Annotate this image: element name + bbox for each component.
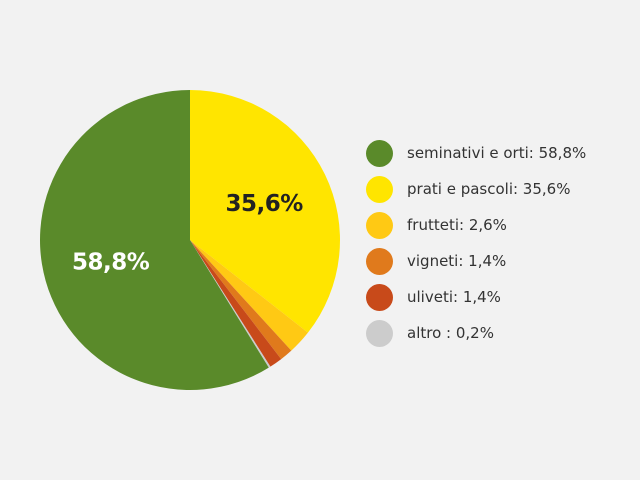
slice-label-seminativi-e-orti: 58,8% (72, 250, 150, 276)
pie-slices (39, 89, 341, 390)
legend: seminativi e orti: 58,8% prati e pascoli:… (366, 135, 586, 351)
legend-swatch (366, 283, 393, 311)
pie-slice-frutteti (190, 240, 308, 351)
pie-slice-prati-e-pascoli (190, 90, 341, 333)
legend-label: vigneti: 1,4% (407, 252, 507, 270)
legend-item: uliveti: 1,4% (366, 279, 586, 315)
legend-item: vigneti: 1,4% (366, 243, 586, 279)
legend-swatch (366, 175, 393, 203)
slice-label-prati-e-pascoli: 35,6% (226, 191, 304, 217)
legend-item: prati e pascoli: 35,6% (366, 171, 586, 207)
legend-swatch (366, 139, 393, 167)
legend-label: altro : 0,2% (407, 324, 494, 342)
pie-slice-uliveti (190, 240, 282, 367)
pie-slice-labels: 58,8% 35,6% (72, 191, 304, 276)
legend-item: altro : 0,2% (366, 315, 586, 351)
pie-chart: 58,8% 35,6% (39, 89, 341, 390)
legend-swatch (366, 247, 393, 275)
legend-swatch (366, 211, 393, 239)
legend-label: frutteti: 2,6% (407, 216, 507, 234)
legend-label: prati e pascoli: 35,6% (407, 180, 571, 198)
legend-swatch (366, 319, 393, 347)
pie-slice-seminativi-e-orti (39, 89, 269, 390)
pie-slice-altro (190, 240, 271, 368)
pie-slice-vigneti (190, 240, 292, 360)
legend-label: seminativi e orti: 58,8% (407, 144, 587, 162)
legend-label: uliveti: 1,4% (407, 288, 501, 306)
legend-item: seminativi e orti: 58,8% (366, 135, 586, 171)
legend-item: frutteti: 2,6% (366, 207, 586, 243)
